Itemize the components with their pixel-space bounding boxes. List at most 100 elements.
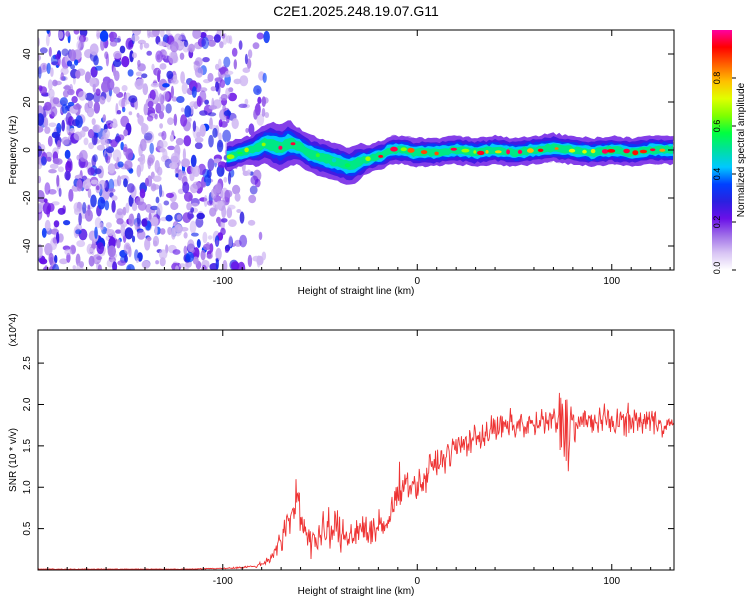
noise-blob — [191, 202, 199, 207]
ridge-hotspot — [659, 148, 666, 152]
noise-blob — [156, 103, 165, 113]
ridge-hotspot — [278, 145, 283, 150]
noise-blob — [139, 156, 146, 165]
noise-blob — [61, 136, 70, 145]
noise-blob — [50, 67, 54, 77]
noise-blob — [202, 57, 210, 63]
noise-blob — [109, 40, 118, 47]
noise-blob — [168, 51, 177, 64]
noise-blob — [247, 49, 253, 59]
ridge-hotspot — [485, 150, 489, 154]
noise-blob — [256, 255, 261, 268]
noise-blob — [145, 177, 149, 187]
noise-blob — [210, 86, 216, 92]
noise-blob — [94, 168, 102, 175]
noise-blob — [238, 103, 248, 109]
spectrogram-y-ticks: -40 -20 0 20 40 — [22, 48, 674, 253]
noise-blob — [242, 67, 251, 73]
ridge-hotspot — [365, 156, 371, 161]
noise-blob — [159, 228, 166, 235]
noise-blob — [245, 128, 249, 133]
noise-blob — [167, 145, 176, 151]
noise-blob — [252, 42, 260, 50]
noise-blob — [152, 30, 160, 37]
noise-blob — [50, 106, 58, 117]
noise-blob — [175, 173, 179, 178]
ridge-hotspot — [494, 150, 502, 154]
noise-blob — [116, 218, 124, 225]
colorbar-gradient — [712, 30, 732, 270]
noise-blob — [208, 39, 216, 47]
noise-blob — [85, 108, 95, 113]
noise-blob — [90, 194, 97, 208]
noise-blob — [194, 136, 204, 143]
noise-blob — [61, 103, 68, 114]
noise-blob — [78, 212, 82, 226]
noise-blob — [187, 117, 192, 123]
noise-blob — [114, 136, 122, 143]
noise-blob — [192, 120, 197, 132]
noise-blob — [221, 33, 226, 39]
noise-blob — [228, 219, 237, 228]
noise-blob — [71, 96, 78, 104]
noise-blob — [170, 201, 179, 211]
noise-blob — [261, 251, 267, 261]
x-tick-label: -100 — [213, 576, 233, 587]
noise-blob — [83, 137, 89, 146]
noise-blob — [203, 195, 208, 207]
noise-blob — [125, 202, 130, 214]
noise-blob — [84, 209, 93, 222]
noise-blob — [167, 226, 173, 236]
noise-blob — [67, 88, 75, 96]
ridge-hotspot — [554, 147, 559, 150]
noise-blob — [262, 72, 267, 83]
noise-blob — [141, 73, 148, 79]
noise-blob — [54, 254, 58, 264]
noise-blob — [38, 145, 43, 157]
noise-blob — [94, 226, 98, 239]
noise-blob — [155, 196, 160, 204]
noise-blob — [154, 225, 158, 236]
noise-blob — [54, 80, 62, 86]
noise-blob — [171, 78, 179, 85]
noise-blob — [173, 113, 178, 126]
noise-blob — [203, 30, 209, 33]
y-tick-label: 2.0 — [22, 397, 33, 411]
noise-blob — [216, 216, 221, 224]
ridge-hotspot — [590, 148, 596, 154]
noise-blob — [173, 223, 183, 237]
x-tick-label: 100 — [603, 576, 620, 587]
noise-blob — [64, 149, 71, 159]
noise-blob — [199, 181, 207, 188]
ridge-hotspot — [527, 148, 534, 153]
ridge-hotspot — [400, 147, 407, 152]
noise-blob — [131, 202, 138, 212]
noise-blob — [236, 209, 242, 213]
noise-blob — [92, 154, 98, 163]
noise-blob — [79, 261, 84, 268]
noise-blob — [152, 235, 160, 247]
noise-blob — [87, 129, 95, 139]
noise-blob — [186, 202, 192, 211]
noise-blob — [64, 248, 72, 256]
noise-blob — [143, 42, 150, 49]
noise-blob — [58, 30, 64, 40]
noise-blob — [95, 65, 103, 71]
noise-blob — [94, 217, 102, 229]
ridge-hotspot — [473, 150, 477, 154]
noise-blob — [116, 208, 124, 216]
noise-blob — [44, 182, 51, 195]
noise-blob — [106, 229, 115, 236]
noise-blob — [256, 113, 265, 126]
noise-blob — [65, 112, 72, 126]
noise-blob — [48, 252, 54, 265]
noise-blob — [87, 99, 93, 109]
noise-blob — [131, 34, 140, 42]
noise-blob — [127, 69, 134, 77]
noise-blob — [56, 122, 62, 134]
noise-blob — [132, 52, 137, 59]
noise-blob — [218, 58, 222, 69]
noise-blob — [96, 30, 100, 40]
noise-blob — [128, 246, 132, 258]
noise-blob — [180, 107, 185, 113]
